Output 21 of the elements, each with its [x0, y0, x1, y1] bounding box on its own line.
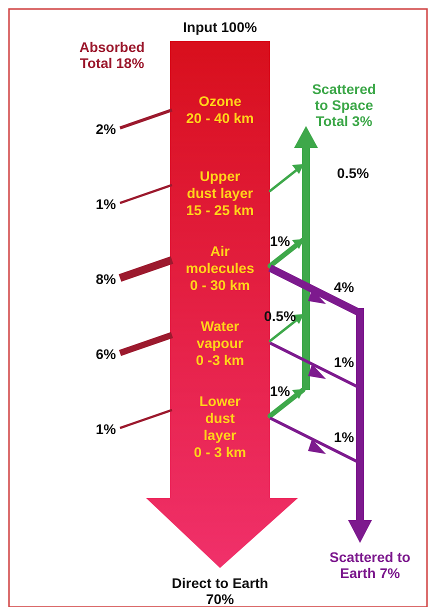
data-label: 1% — [270, 383, 291, 399]
data-label: 6% — [96, 346, 117, 362]
data-label: 8% — [96, 271, 117, 287]
category-label: Air molecules 0 - 30 km — [186, 243, 254, 293]
category-label: Lower dust layer 0 - 3 km — [194, 393, 246, 460]
text: Direct to Earth 70% — [172, 575, 268, 607]
category-label: Upper dust layer 15 - 25 km — [186, 168, 254, 218]
category-label: Water vapour 0 -3 km — [196, 318, 244, 368]
data-label: 1% — [96, 421, 117, 437]
data-label: 2% — [96, 121, 117, 137]
data-label: 0.5% — [337, 165, 370, 181]
legend-label: Scattered to Space Total 3% — [312, 81, 376, 129]
category-label: Ozone 20 - 40 km — [186, 93, 254, 126]
data-label: 1% — [270, 233, 291, 249]
data-label: 4% — [334, 279, 355, 295]
data-label: 1% — [334, 429, 355, 445]
data-label: 1% — [334, 354, 355, 370]
legend-label: Absorbed Total 18% — [79, 39, 145, 71]
legend-label: Scattered to Earth 7% — [330, 549, 410, 581]
text: Input 100% — [183, 19, 258, 35]
data-label: 1% — [96, 196, 117, 212]
